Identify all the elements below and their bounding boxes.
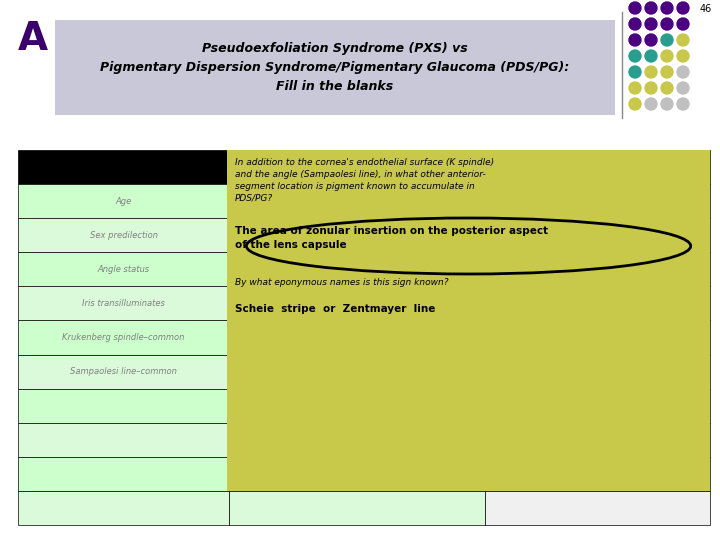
Circle shape: [677, 66, 689, 78]
Text: PXS: PXS: [340, 159, 374, 174]
Text: M>F: M>F: [588, 231, 607, 240]
Bar: [18, 184, 229, 218]
Circle shape: [629, 82, 641, 94]
Text: PDS/PG: PDS/PG: [565, 159, 629, 174]
Bar: [18, 389, 229, 423]
Circle shape: [645, 98, 657, 110]
Text: 46: 46: [700, 4, 712, 14]
Bar: [229, 320, 485, 355]
Bar: [229, 355, 485, 389]
Circle shape: [677, 82, 689, 94]
Circle shape: [677, 98, 689, 110]
Text: Sampaolesi line–common: Sampaolesi line–common: [70, 367, 177, 376]
Circle shape: [629, 50, 641, 62]
Bar: [485, 423, 710, 457]
Circle shape: [645, 18, 657, 30]
Bar: [229, 184, 485, 218]
Bar: [229, 423, 485, 457]
Circle shape: [629, 2, 641, 14]
Circle shape: [629, 98, 641, 110]
Bar: [229, 252, 485, 286]
Bar: [485, 491, 710, 525]
Bar: [485, 252, 710, 286]
Circle shape: [661, 2, 673, 14]
Text: The area of zonular insertion on the posterior aspect
of the lens capsule: The area of zonular insertion on the pos…: [235, 226, 548, 250]
Bar: [18, 252, 229, 286]
Bar: [485, 184, 710, 218]
Bar: [227, 150, 710, 491]
Bar: [18, 355, 229, 389]
Bar: [18, 150, 229, 184]
Text: A: A: [18, 20, 48, 58]
Bar: [229, 457, 485, 491]
Bar: [18, 423, 229, 457]
Circle shape: [661, 82, 673, 94]
Circle shape: [661, 34, 673, 46]
Circle shape: [677, 2, 689, 14]
Bar: [229, 286, 485, 320]
Bar: [229, 150, 485, 184]
Circle shape: [661, 66, 673, 78]
Text: In addition to the cornea's endothelial surface (K spindle)
and the angle (Sampa: In addition to the cornea's endothelial …: [235, 158, 494, 202]
Circle shape: [629, 34, 641, 46]
Text: Peripheral: Peripheral: [576, 299, 619, 308]
Bar: [18, 218, 229, 252]
Bar: [18, 457, 229, 491]
Text: Common: Common: [579, 367, 616, 376]
Circle shape: [645, 82, 657, 94]
Bar: [485, 150, 710, 184]
Text: Angle status: Angle status: [97, 265, 150, 274]
Circle shape: [677, 34, 689, 46]
Text: Sex predilection: Sex predilection: [89, 231, 158, 240]
Text: Open: Open: [586, 265, 608, 274]
Circle shape: [661, 18, 673, 30]
Circle shape: [629, 66, 641, 78]
Text: Iris transilluminates: Iris transilluminates: [82, 299, 165, 308]
Bar: [229, 389, 485, 423]
Text: Pseudoexfoliation Syndrome (PXS) vs
Pigmentary Dispersion Syndrome/Pigmentary Gl: Pseudoexfoliation Syndrome (PXS) vs Pigm…: [100, 42, 570, 93]
Text: Scheie  stripe  or  Zentmayer  line: Scheie stripe or Zentmayer line: [235, 304, 436, 314]
Bar: [485, 320, 710, 355]
Text: By what eponymous names is this sign known?: By what eponymous names is this sign kno…: [235, 278, 449, 287]
Text: Common: Common: [579, 333, 616, 342]
Bar: [485, 355, 710, 389]
Bar: [485, 457, 710, 491]
Text: 20s–40s: 20s–40s: [580, 197, 615, 206]
Circle shape: [645, 2, 657, 14]
Bar: [18, 491, 229, 525]
Circle shape: [677, 18, 689, 30]
Text: Age: Age: [115, 197, 132, 206]
Bar: [485, 218, 710, 252]
Text: Rare <50, usually >70: Rare <50, usually >70: [310, 197, 405, 206]
Bar: [485, 286, 710, 320]
Circle shape: [661, 98, 673, 110]
Text: Krukenberg spindle–common: Krukenberg spindle–common: [63, 333, 185, 342]
Bar: [55, 20, 615, 115]
Circle shape: [645, 34, 657, 46]
Bar: [485, 389, 710, 423]
Circle shape: [661, 50, 673, 62]
Circle shape: [645, 50, 657, 62]
Bar: [229, 491, 485, 525]
Circle shape: [677, 50, 689, 62]
Circle shape: [645, 66, 657, 78]
Bar: [18, 286, 229, 320]
Circle shape: [629, 18, 641, 30]
Bar: [18, 320, 229, 355]
Bar: [229, 218, 485, 252]
